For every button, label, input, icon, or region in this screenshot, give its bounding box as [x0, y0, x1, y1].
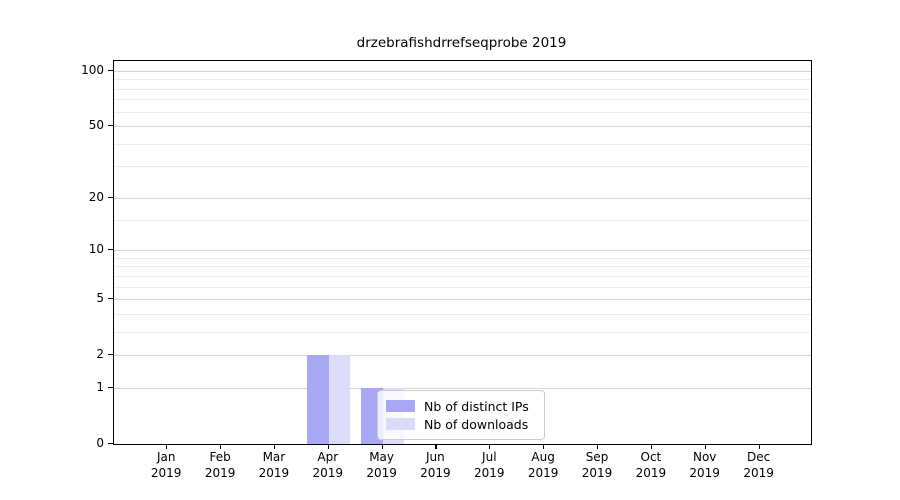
x-tick-month-apr: Apr [317, 450, 339, 464]
minor-gridline-4 [114, 313, 811, 315]
x-tick-month-may: May [369, 450, 394, 464]
bar-nb-of-downloads-apr [328, 355, 351, 444]
minor-gridline-6 [114, 286, 811, 288]
x-tick-label-nov: Nov 2019 [675, 450, 735, 481]
x-tick-mark-sep [597, 444, 599, 449]
major-gridline-1 [114, 387, 811, 389]
x-tick-year-nov: 2019 [689, 465, 720, 480]
x-tick-month-feb: Feb [209, 450, 231, 464]
major-gridline-2 [114, 355, 811, 357]
y-tick-mark-5 [108, 298, 113, 300]
x-tick-year-oct: 2019 [635, 465, 667, 480]
minor-gridline-30 [114, 166, 811, 168]
minor-gridline-80 [114, 88, 811, 90]
x-tick-month-nov: Nov [692, 450, 717, 464]
x-tick-label-jan: Jan 2019 [136, 450, 196, 481]
y-tick-label-0: 0 [96, 436, 104, 450]
legend-item-nb-of-downloads: Nb of downloads [386, 415, 536, 433]
x-tick-month-mar: Mar [262, 450, 286, 464]
major-gridline-10 [114, 250, 811, 251]
x-tick-month-jun: Jun [426, 450, 445, 464]
minor-gridline-60 [114, 111, 811, 113]
y-tick-mark-0 [108, 443, 113, 445]
x-tick-month-aug: Aug [531, 450, 555, 464]
minor-gridline-3 [114, 331, 811, 333]
x-tick-year-feb: 2019 [204, 465, 236, 480]
legend: Nb of distinct IPs Nb of downloads [377, 390, 545, 440]
major-gridline-100 [114, 70, 811, 72]
x-tick-mark-aug [543, 444, 545, 449]
x-tick-mark-jul [489, 444, 491, 449]
x-tick-month-jan: Jan [156, 450, 176, 464]
minor-gridline-8 [114, 266, 811, 268]
x-tick-mark-dec [758, 444, 760, 449]
bar-nb-of-distinct-ips-apr [307, 355, 329, 444]
x-tick-mark-jun [435, 444, 437, 449]
x-tick-year-jul: 2019 [474, 465, 505, 480]
major-gridline-5 [114, 299, 811, 301]
x-tick-mark-feb [220, 444, 222, 449]
x-tick-mark-apr [327, 444, 329, 449]
legend-item-nb-of-distinct-ips: Nb of distinct IPs [386, 397, 536, 415]
x-tick-month-dec: Dec [746, 450, 771, 464]
chart-title: drzebrafishdrrefseqprobe 2019 [356, 35, 567, 51]
minor-gridline-40 [114, 143, 811, 145]
legend-swatch [386, 418, 415, 430]
major-gridline-50 [114, 126, 811, 127]
y-tick-label-100: 100 [81, 62, 104, 77]
x-tick-label-jul: Jul 2019 [459, 450, 519, 481]
x-tick-label-jun: Jun 2019 [405, 450, 465, 481]
x-tick-year-jan: 2019 [150, 465, 182, 480]
y-tick-label-20: 20 [88, 189, 104, 204]
y-tick-mark-100 [108, 69, 113, 71]
x-tick-label-mar: Mar 2019 [244, 450, 304, 481]
x-tick-month-sep: Sep [585, 450, 609, 464]
y-tick-label-50: 50 [88, 118, 104, 132]
x-tick-mark-oct [650, 444, 653, 449]
x-tick-label-aug: Aug 2019 [513, 450, 573, 481]
x-tick-mark-mar [273, 444, 276, 449]
x-tick-label-dec: Dec 2019 [729, 450, 789, 481]
minor-gridline-90 [114, 79, 811, 81]
minor-gridline-7 [114, 275, 811, 277]
y-tick-mark-2 [108, 354, 113, 356]
legend-swatch [386, 400, 415, 412]
x-tick-label-oct: Oct 2019 [621, 450, 681, 481]
x-tick-mark-nov [704, 444, 706, 449]
minor-gridline-9 [114, 257, 811, 259]
minor-gridline-70 [114, 99, 811, 101]
x-tick-label-apr: Apr 2019 [298, 450, 358, 481]
legend-label: Nb of distinct IPs [424, 398, 529, 414]
x-tick-year-may: 2019 [366, 465, 397, 480]
y-tick-mark-50 [108, 125, 113, 127]
y-tick-label-1: 1 [96, 379, 104, 394]
x-tick-label-sep: Sep 2019 [567, 450, 627, 481]
y-tick-mark-20 [108, 196, 113, 198]
major-gridline-20 [114, 197, 811, 199]
x-tick-mark-may [381, 444, 383, 449]
legend-label: Nb of downloads [424, 416, 529, 432]
x-tick-month-jul: Jul [482, 450, 497, 464]
y-tick-mark-10 [108, 249, 113, 251]
y-tick-label-10: 10 [88, 242, 104, 256]
x-tick-label-may: May 2019 [352, 450, 412, 481]
x-tick-label-feb: Feb 2019 [190, 450, 250, 481]
y-tick-label-2: 2 [96, 347, 104, 362]
y-tick-mark-1 [108, 386, 113, 389]
x-tick-year-aug: 2019 [527, 465, 559, 480]
x-tick-mark-jan [166, 444, 168, 449]
x-tick-year-apr: 2019 [312, 465, 344, 480]
x-tick-month-oct: Oct [640, 450, 662, 464]
minor-gridline-15 [114, 219, 811, 221]
x-tick-year-jun: 2019 [420, 465, 451, 480]
x-tick-year-mar: 2019 [258, 465, 290, 480]
plot-area [113, 60, 812, 445]
x-tick-year-dec: 2019 [743, 465, 774, 480]
y-tick-label-5: 5 [96, 291, 104, 306]
x-tick-year-sep: 2019 [581, 465, 613, 480]
